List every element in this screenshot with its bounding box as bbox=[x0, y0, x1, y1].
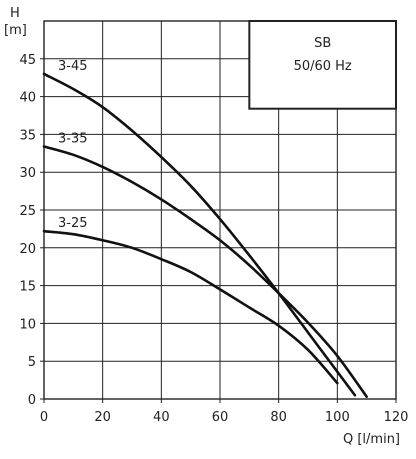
legend-box-frame bbox=[248, 20, 397, 110]
x-tick-label: 60 bbox=[212, 410, 229, 425]
series-labels: 3-45 3-35 3-25 bbox=[58, 59, 88, 231]
x-tick-label: 20 bbox=[94, 410, 111, 425]
x-tick-label: 80 bbox=[270, 410, 287, 425]
series-line-3-35 bbox=[42, 145, 368, 399]
x-tick-label: 0 bbox=[40, 410, 48, 425]
series-label: 3-45 bbox=[58, 59, 88, 74]
y-tick-label: 25 bbox=[19, 204, 36, 219]
x-tick-label: 40 bbox=[153, 410, 170, 425]
x-tick-label: 100 bbox=[325, 410, 350, 425]
series-line-3-25 bbox=[42, 229, 339, 385]
y-tick-label: 15 bbox=[19, 280, 36, 295]
legend-box-subtitle: 50/60 Hz bbox=[294, 59, 352, 74]
y-tick-label: 40 bbox=[19, 91, 36, 106]
series-label: 3-25 bbox=[58, 216, 88, 231]
y-tick-label: 30 bbox=[19, 166, 36, 181]
y-tick-label: 10 bbox=[19, 317, 36, 332]
series-label: 3-35 bbox=[58, 131, 88, 146]
series-line-3-45 bbox=[42, 72, 357, 397]
legend-box-title: SB bbox=[314, 36, 331, 51]
series-curves bbox=[42, 72, 368, 399]
axis-ticks: 0 20 40 60 80 100 120 0 5 10 15 20 25 30 35 40 45 bbox=[19, 53, 408, 425]
y-tick-label: 5 bbox=[28, 355, 36, 370]
y-tick-label: 0 bbox=[28, 393, 36, 408]
x-axis-label: Q [l/min] bbox=[343, 432, 400, 447]
y-tick-label: 35 bbox=[19, 128, 36, 143]
y-axis-unit: [m] bbox=[4, 23, 27, 38]
y-tick-label: 45 bbox=[19, 53, 36, 68]
legend-box: SB 50/60 Hz bbox=[248, 20, 397, 110]
x-tick-label: 120 bbox=[384, 410, 409, 425]
y-axis-label: H bbox=[10, 6, 20, 21]
y-tick-label: 20 bbox=[19, 242, 36, 257]
